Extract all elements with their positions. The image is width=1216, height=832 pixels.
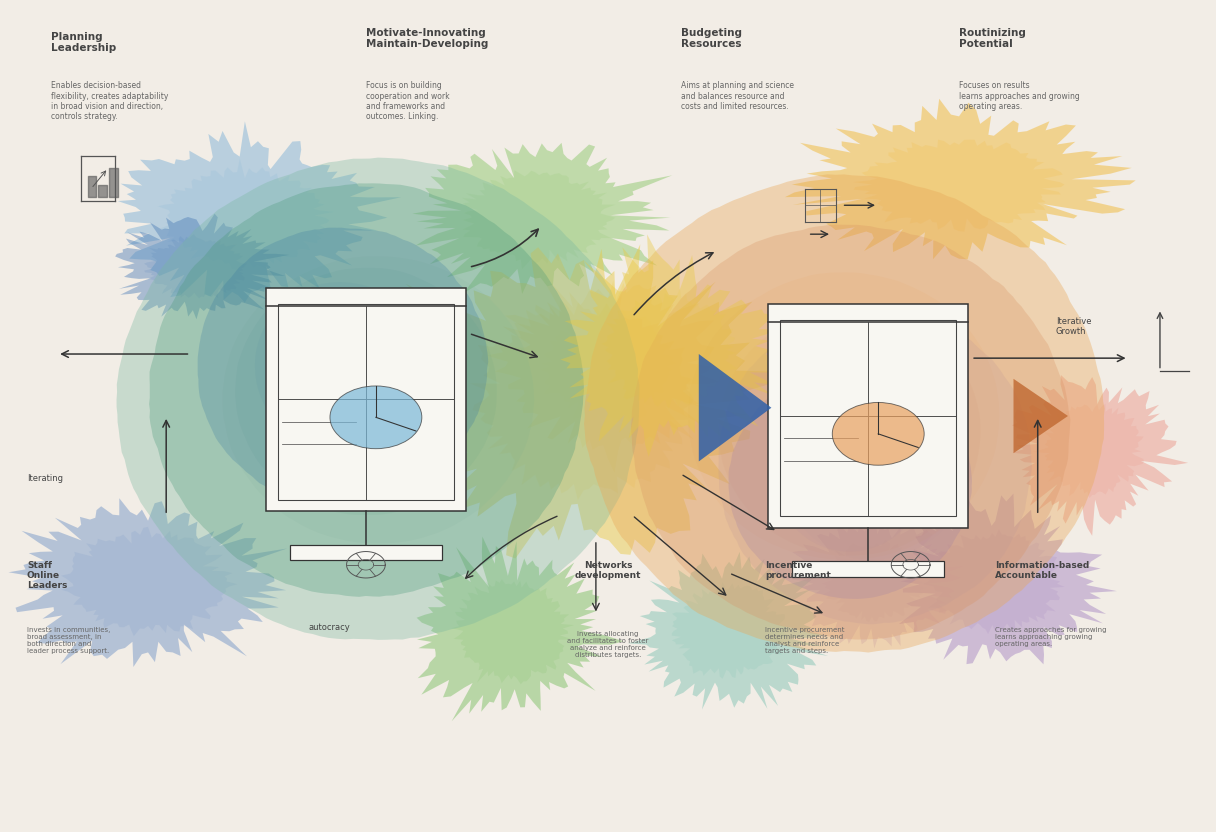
Bar — [291, 544, 441, 560]
Polygon shape — [342, 433, 393, 480]
Polygon shape — [822, 537, 927, 622]
Polygon shape — [671, 582, 789, 679]
Polygon shape — [412, 143, 672, 294]
Polygon shape — [688, 272, 1000, 560]
Polygon shape — [924, 529, 1065, 634]
Polygon shape — [452, 579, 574, 684]
Polygon shape — [1013, 379, 1068, 453]
Polygon shape — [395, 245, 781, 558]
Polygon shape — [786, 99, 1136, 260]
Polygon shape — [777, 413, 923, 552]
Polygon shape — [223, 256, 534, 543]
Text: Incentive procurement
determines needs and
analyst and reinforce
targets and ste: Incentive procurement determines needs a… — [765, 626, 845, 654]
Bar — [781, 320, 956, 517]
Text: Aims at planning and science
and balances resource and
costs and limited resourc: Aims at planning and science and balance… — [681, 82, 794, 111]
Polygon shape — [235, 268, 496, 515]
Polygon shape — [150, 183, 584, 597]
Polygon shape — [255, 282, 429, 451]
Polygon shape — [61, 527, 237, 636]
Polygon shape — [116, 214, 289, 319]
Text: autocracy: autocracy — [309, 622, 350, 631]
Text: Routinizing
Potential: Routinizing Potential — [959, 27, 1026, 49]
Bar — [278, 304, 454, 500]
Polygon shape — [471, 295, 694, 500]
Text: Creates approaches for growing
learns approaching growing
operating areas.: Creates approaches for growing learns ap… — [996, 626, 1107, 646]
Text: Networks
development: Networks development — [575, 561, 641, 580]
Polygon shape — [417, 537, 624, 721]
Text: Motivate-Innovating
Maintain-Developing: Motivate-Innovating Maintain-Developing — [366, 27, 489, 49]
Text: Information-based
Accountable: Information-based Accountable — [996, 561, 1090, 580]
Polygon shape — [602, 289, 738, 409]
Polygon shape — [540, 306, 677, 424]
Text: Invests allocating
and facilitates to foster
analyze and reinforce
distributes t: Invests allocating and facilitates to fo… — [568, 631, 648, 658]
Circle shape — [832, 403, 924, 465]
Polygon shape — [9, 498, 287, 667]
Polygon shape — [143, 235, 247, 299]
Polygon shape — [854, 140, 1064, 231]
Polygon shape — [699, 354, 771, 462]
Polygon shape — [1032, 404, 1144, 498]
Polygon shape — [486, 280, 719, 473]
Polygon shape — [584, 175, 1104, 652]
Polygon shape — [781, 372, 969, 560]
Polygon shape — [773, 515, 964, 648]
Text: Staff
Online
Leaders: Staff Online Leaders — [27, 561, 67, 591]
Text: Invests in communities,
broad assessment, in
both direction and
leader process s: Invests in communities, broad assessment… — [27, 626, 111, 654]
Polygon shape — [198, 228, 489, 508]
Text: Focus is on building
cooperation and work
and frameworks and
outcomes. Linking.: Focus is on building cooperation and wor… — [366, 82, 450, 121]
Polygon shape — [627, 552, 828, 710]
Polygon shape — [719, 308, 1032, 624]
Bar — [769, 305, 968, 527]
Polygon shape — [320, 418, 413, 498]
Polygon shape — [728, 367, 972, 599]
Text: Focuses on results
learns approaches and growing
operating areas.: Focuses on results learns approaches and… — [959, 82, 1080, 111]
Polygon shape — [631, 225, 1070, 640]
Text: Enables decision-based
flexibility, creates adaptability
in broad vision and dir: Enables decision-based flexibility, crea… — [51, 82, 169, 121]
Text: Budgeting
Resources: Budgeting Resources — [681, 27, 742, 49]
Text: Iterating: Iterating — [27, 474, 63, 483]
Polygon shape — [117, 157, 640, 640]
Bar — [266, 288, 466, 511]
Polygon shape — [118, 121, 401, 303]
Circle shape — [330, 386, 422, 448]
Polygon shape — [719, 309, 980, 556]
Text: Planning
Leadership: Planning Leadership — [51, 32, 117, 53]
Bar — [793, 561, 944, 577]
Polygon shape — [158, 158, 333, 270]
Polygon shape — [899, 493, 1118, 665]
Polygon shape — [561, 235, 790, 457]
Text: Incentive
procurement: Incentive procurement — [765, 561, 832, 580]
Polygon shape — [1012, 375, 1188, 536]
Polygon shape — [462, 171, 615, 270]
Text: Iterative
Growth: Iterative Growth — [1055, 317, 1092, 336]
